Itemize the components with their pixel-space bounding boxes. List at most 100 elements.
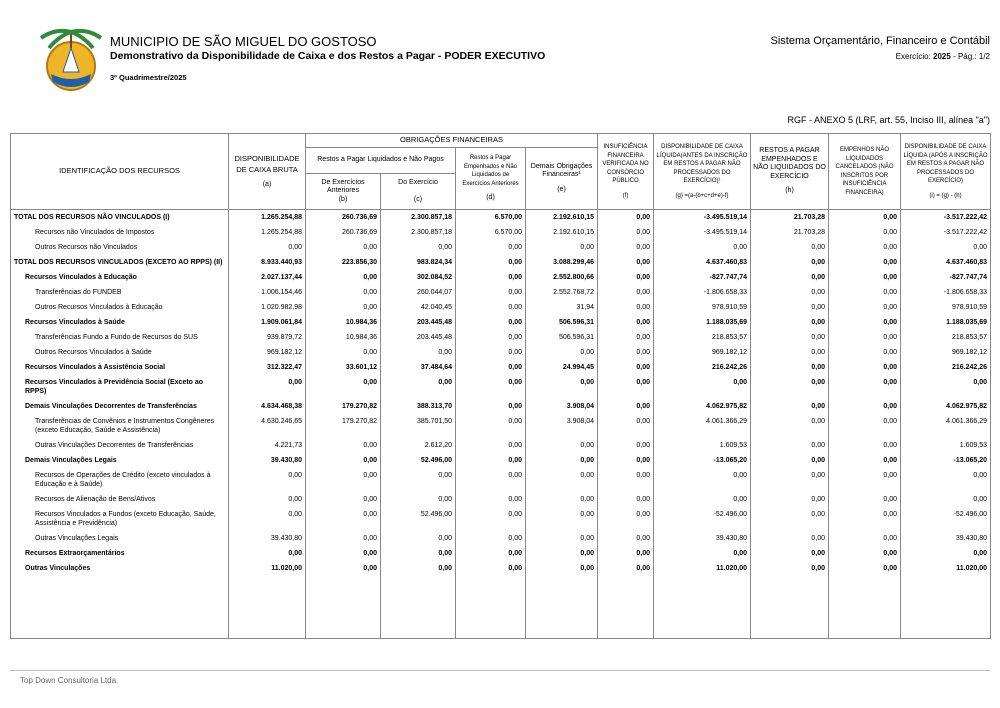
table-row: TOTAL DOS RECURSOS NÃO VINCULADOS (I) 1.2… [10,209,991,225]
value-cell: 0,00 [525,561,598,576]
value-cell: 0,00 [750,438,829,453]
header-text: DISPONIBILIDADE DE CAIXA LÍQUIDA (APÓS A… [903,144,988,184]
row-label: Transferências do FUNDEB [10,285,229,300]
value-cell: 11.020,00 [228,561,306,576]
value-cell: 11.020,00 [900,561,991,576]
value-cell: 0,00 [525,468,598,492]
header-cell: DISPONIBILIDADE DE CAIXA BRUTA (a) [228,133,306,210]
value-cell: 0,00 [828,255,901,270]
table-head: IDENTIFICAÇÃO DOS RECURSOS DISPONIBILIDA… [10,133,991,210]
value-cell: 1.609,53 [900,438,991,453]
value-cell: 0,00 [597,375,654,399]
value-cell: 0,00 [750,399,829,414]
table-body: TOTAL DOS RECURSOS NÃO VINCULADOS (I) 1.2… [10,209,991,639]
value-cell: 0,00 [597,315,654,330]
header-code: (d) [486,194,495,202]
value-cell: 203.445,48 [380,330,456,345]
table-row: Recursos de Alienação de Bens/Ativos 0,00… [10,492,991,507]
value-cell: 0,00 [305,300,381,315]
value-cell: 0,00 [525,492,598,507]
value-cell: 0,00 [305,561,381,576]
value-cell: 218.853,57 [653,330,751,345]
header-cell: INSUFICIÊNCIA FINANCEIRA VERIFICADA NO C… [597,133,654,210]
row-label: Outros Recursos Vinculados à Educação [10,300,229,315]
value-cell: 0,00 [228,507,306,531]
value-cell: 10.984,36 [305,330,381,345]
value-cell: 0,00 [653,546,751,561]
value-cell: 0,00 [455,240,526,255]
value-cell: 978.910,59 [653,300,751,315]
value-cell: 0,00 [455,492,526,507]
value-cell: 1.265.254,88 [228,209,306,225]
value-cell: 0,00 [750,561,829,576]
value-cell: 260.044,07 [380,285,456,300]
value-cell: 0,00 [653,240,751,255]
table-row: Recursos Extraorçamentários 0,00 0,00 0,00 0… [10,546,991,561]
value-cell: 0,00 [455,399,526,414]
header-cell: Do Exercício (c) [380,173,456,210]
value-cell: -827.747,74 [900,270,991,285]
value-cell: 0,00 [525,531,598,546]
page-label: - Pág.: [953,52,977,61]
value-cell: 0,00 [455,345,526,360]
row-label: Recursos Vinculados à Saúde [10,315,229,330]
value-cell: 0,00 [750,375,829,399]
value-cell: 0,00 [828,270,901,285]
value-cell: 31,94 [525,300,598,315]
value-cell: 0,00 [455,285,526,300]
value-cell: 1.188.035,69 [900,315,991,330]
value-cell: 969.182,12 [900,345,991,360]
value-cell: 0,00 [597,453,654,468]
row-label: Outras Vinculações Legais [10,531,229,546]
value-cell: 0,00 [828,414,901,438]
value-cell: 0,00 [597,546,654,561]
value-cell: 0,00 [828,330,901,345]
value-cell: 0,00 [525,546,598,561]
value-cell: 0,00 [597,468,654,492]
value-cell: 3.908,04 [525,399,598,414]
value-cell: 0,00 [828,209,901,225]
filler-cell [900,576,991,639]
value-cell: 0,00 [455,453,526,468]
value-cell: 39.430,80 [900,531,991,546]
value-cell: 0,00 [597,507,654,531]
value-cell: 0,00 [380,561,456,576]
header-cell: DISPONIBILIDADE DE CAIXA LÍQUIDA (APÓS A… [900,133,991,210]
value-cell: 2.027.137,44 [228,270,306,285]
value-cell: 0,00 [828,438,901,453]
table-row: Recursos Vinculados à Educação 2.027.137,… [10,270,991,285]
value-cell: 6.570,00 [455,225,526,240]
logo [39,28,103,91]
table-row: Outras Vinculações 11.020,00 0,00 0,00 0,00 0… [10,561,991,576]
value-cell: 0,00 [525,453,598,468]
value-cell: 0,00 [305,438,381,453]
value-cell: 2.552.768,72 [525,285,598,300]
value-cell: 0,00 [455,300,526,315]
exercise-year: 2025 [933,52,951,61]
row-label: TOTAL DOS RECURSOS NÃO VINCULADOS (I) [10,209,229,225]
value-cell: 0,00 [305,492,381,507]
value-cell: 0,00 [828,285,901,300]
value-cell: 0,00 [597,531,654,546]
value-cell: 4.062.975,82 [900,399,991,414]
row-label: Recursos Vinculados a Fundos (exceto Edu… [10,507,229,531]
value-cell: -13.065,20 [653,453,751,468]
value-cell: 0,00 [597,399,654,414]
value-cell: 0,00 [380,492,456,507]
table-row: Outras Vinculações Decorrentes de Transf… [10,438,991,453]
value-cell: 2.552.800,66 [525,270,598,285]
value-cell: 0,00 [750,507,829,531]
header-text: INSUFICIÊNCIA FINANCEIRA VERIFICADA NO C… [602,144,649,184]
value-cell: 0,00 [750,360,829,375]
row-label: Recursos Vinculados à Educação [10,270,229,285]
row-label: Recursos não Vinculados de Impostos [10,225,229,240]
value-cell: 0,00 [597,330,654,345]
value-cell: 0,00 [597,414,654,438]
value-cell: 978.910,59 [900,300,991,315]
value-cell: 1.006.154,46 [228,285,306,300]
value-cell: 0,00 [900,492,991,507]
value-cell: 0,00 [455,360,526,375]
value-cell: 0,00 [597,209,654,225]
value-cell: 21.703,28 [750,209,829,225]
value-cell: 0,00 [750,492,829,507]
